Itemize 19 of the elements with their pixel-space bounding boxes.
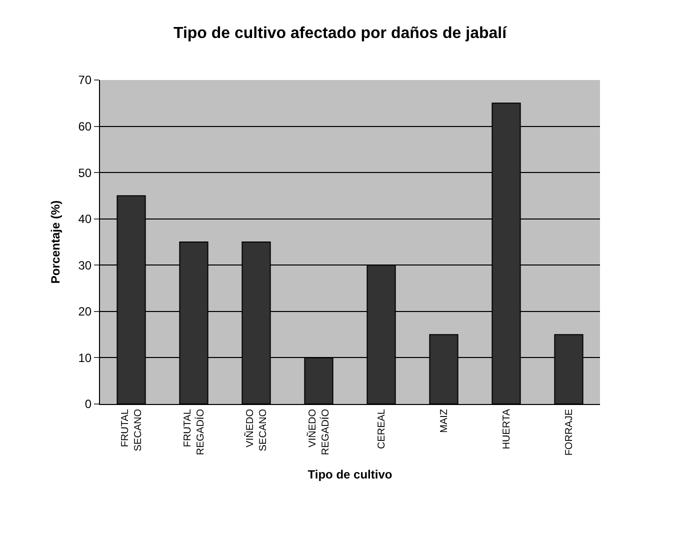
x-tick-label: FRUTAL SECANO	[120, 408, 144, 452]
x-axis-title: Tipo de cultivo	[308, 468, 392, 482]
y-tick-label: 10	[78, 350, 92, 365]
y-tick-label: 30	[78, 258, 92, 272]
x-tick-label: FRUTAL REGADÍO	[182, 408, 206, 456]
y-tick-label: 0	[84, 397, 92, 412]
y-tick-label: 50	[78, 166, 92, 180]
y-tick-label: 70	[78, 73, 92, 88]
y-tick-label: 20	[78, 304, 92, 319]
x-tick-label: HUERTA	[502, 408, 512, 450]
x-tick-label: FORRAJE	[564, 408, 575, 456]
x-tick-label: CEREAL	[376, 408, 388, 450]
x-tick-label: MAIZ	[439, 409, 450, 433]
y-axis-title: Porcentaje (%)	[48, 200, 63, 284]
y-tick-label: 40	[78, 212, 92, 226]
x-tick-label: VIÑEDO REGADÍO	[306, 408, 332, 456]
x-tick-label: VIÑEDO SECANO	[244, 408, 269, 452]
y-tick-label: 60	[78, 119, 92, 134]
chart-title: Tipo de cultivo afectado por daños de jabalí	[173, 24, 508, 42]
